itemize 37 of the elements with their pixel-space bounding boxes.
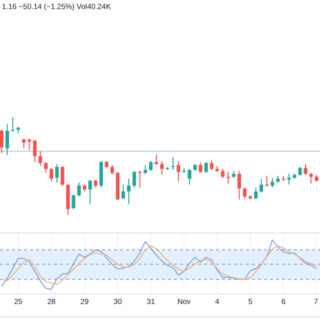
candlestick	[121, 184, 126, 200]
candlestick	[226, 171, 230, 184]
candlestick	[33, 140, 37, 163]
candlestick	[88, 179, 92, 205]
candlestick	[270, 177, 274, 188]
candlestick	[126, 178, 131, 205]
candlestick	[5, 123, 10, 156]
candlestick	[149, 160, 153, 172]
candlestick	[160, 160, 164, 176]
candlestick	[55, 164, 59, 184]
candlestick	[198, 162, 202, 174]
candlestick	[0, 129, 4, 154]
candlestick	[110, 164, 114, 176]
candlestick	[28, 138, 32, 151]
candlestick	[99, 160, 103, 188]
candlestick	[77, 182, 81, 197]
candlestick	[50, 167, 54, 182]
candlestick	[10, 116, 15, 132]
candlestick	[154, 154, 158, 166]
candlestick	[44, 162, 48, 174]
candlestick	[237, 170, 242, 200]
candlestick	[254, 187, 258, 200]
candlestick	[132, 170, 136, 188]
candlestick	[22, 138, 26, 149]
candlestick	[138, 170, 142, 188]
candlestick	[260, 178, 264, 193]
candlestick	[210, 160, 214, 170]
candlestick	[171, 156, 175, 170]
candlestick	[72, 194, 76, 210]
candlestick	[60, 166, 64, 186]
candlestick	[304, 164, 308, 176]
candlestick	[242, 187, 247, 199]
candlestick	[309, 172, 313, 184]
candlestick	[176, 160, 180, 182]
candlestick	[38, 150, 42, 166]
candlestick	[265, 175, 269, 188]
candlestick	[204, 162, 208, 174]
